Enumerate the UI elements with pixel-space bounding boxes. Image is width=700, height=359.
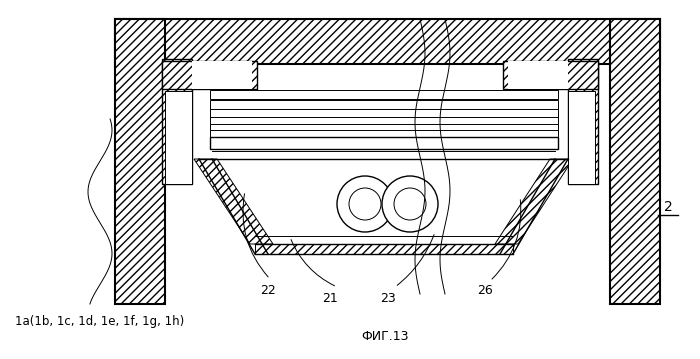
Bar bbox=[508, 61, 568, 89]
Text: ФИГ.13: ФИГ.13 bbox=[361, 331, 409, 344]
Bar bbox=[503, 61, 598, 89]
Text: 2: 2 bbox=[664, 200, 673, 214]
Bar bbox=[210, 90, 558, 99]
Bar bbox=[210, 130, 558, 139]
Circle shape bbox=[349, 188, 381, 220]
Circle shape bbox=[337, 176, 393, 232]
Text: 23: 23 bbox=[380, 293, 396, 306]
Polygon shape bbox=[495, 159, 573, 244]
Text: 22: 22 bbox=[260, 284, 276, 298]
Bar bbox=[610, 19, 660, 304]
Bar bbox=[210, 109, 558, 118]
Bar bbox=[210, 137, 558, 149]
Bar bbox=[115, 19, 660, 64]
Bar bbox=[162, 59, 192, 184]
Bar bbox=[115, 19, 165, 304]
Bar bbox=[568, 91, 595, 184]
Polygon shape bbox=[212, 159, 555, 236]
Bar bbox=[162, 61, 257, 89]
Bar bbox=[192, 61, 252, 89]
Text: 26: 26 bbox=[477, 284, 493, 298]
Bar bbox=[210, 124, 558, 133]
Text: 21: 21 bbox=[322, 293, 338, 306]
Bar bbox=[568, 59, 598, 184]
Circle shape bbox=[382, 176, 438, 232]
Circle shape bbox=[394, 188, 426, 220]
Bar bbox=[165, 91, 192, 184]
Bar bbox=[255, 244, 513, 254]
Polygon shape bbox=[194, 159, 273, 244]
Bar bbox=[210, 100, 558, 109]
Bar bbox=[210, 117, 558, 126]
Text: 1a(1b, 1c, 1d, 1e, 1f, 1g, 1h): 1a(1b, 1c, 1d, 1e, 1f, 1g, 1h) bbox=[15, 314, 184, 327]
